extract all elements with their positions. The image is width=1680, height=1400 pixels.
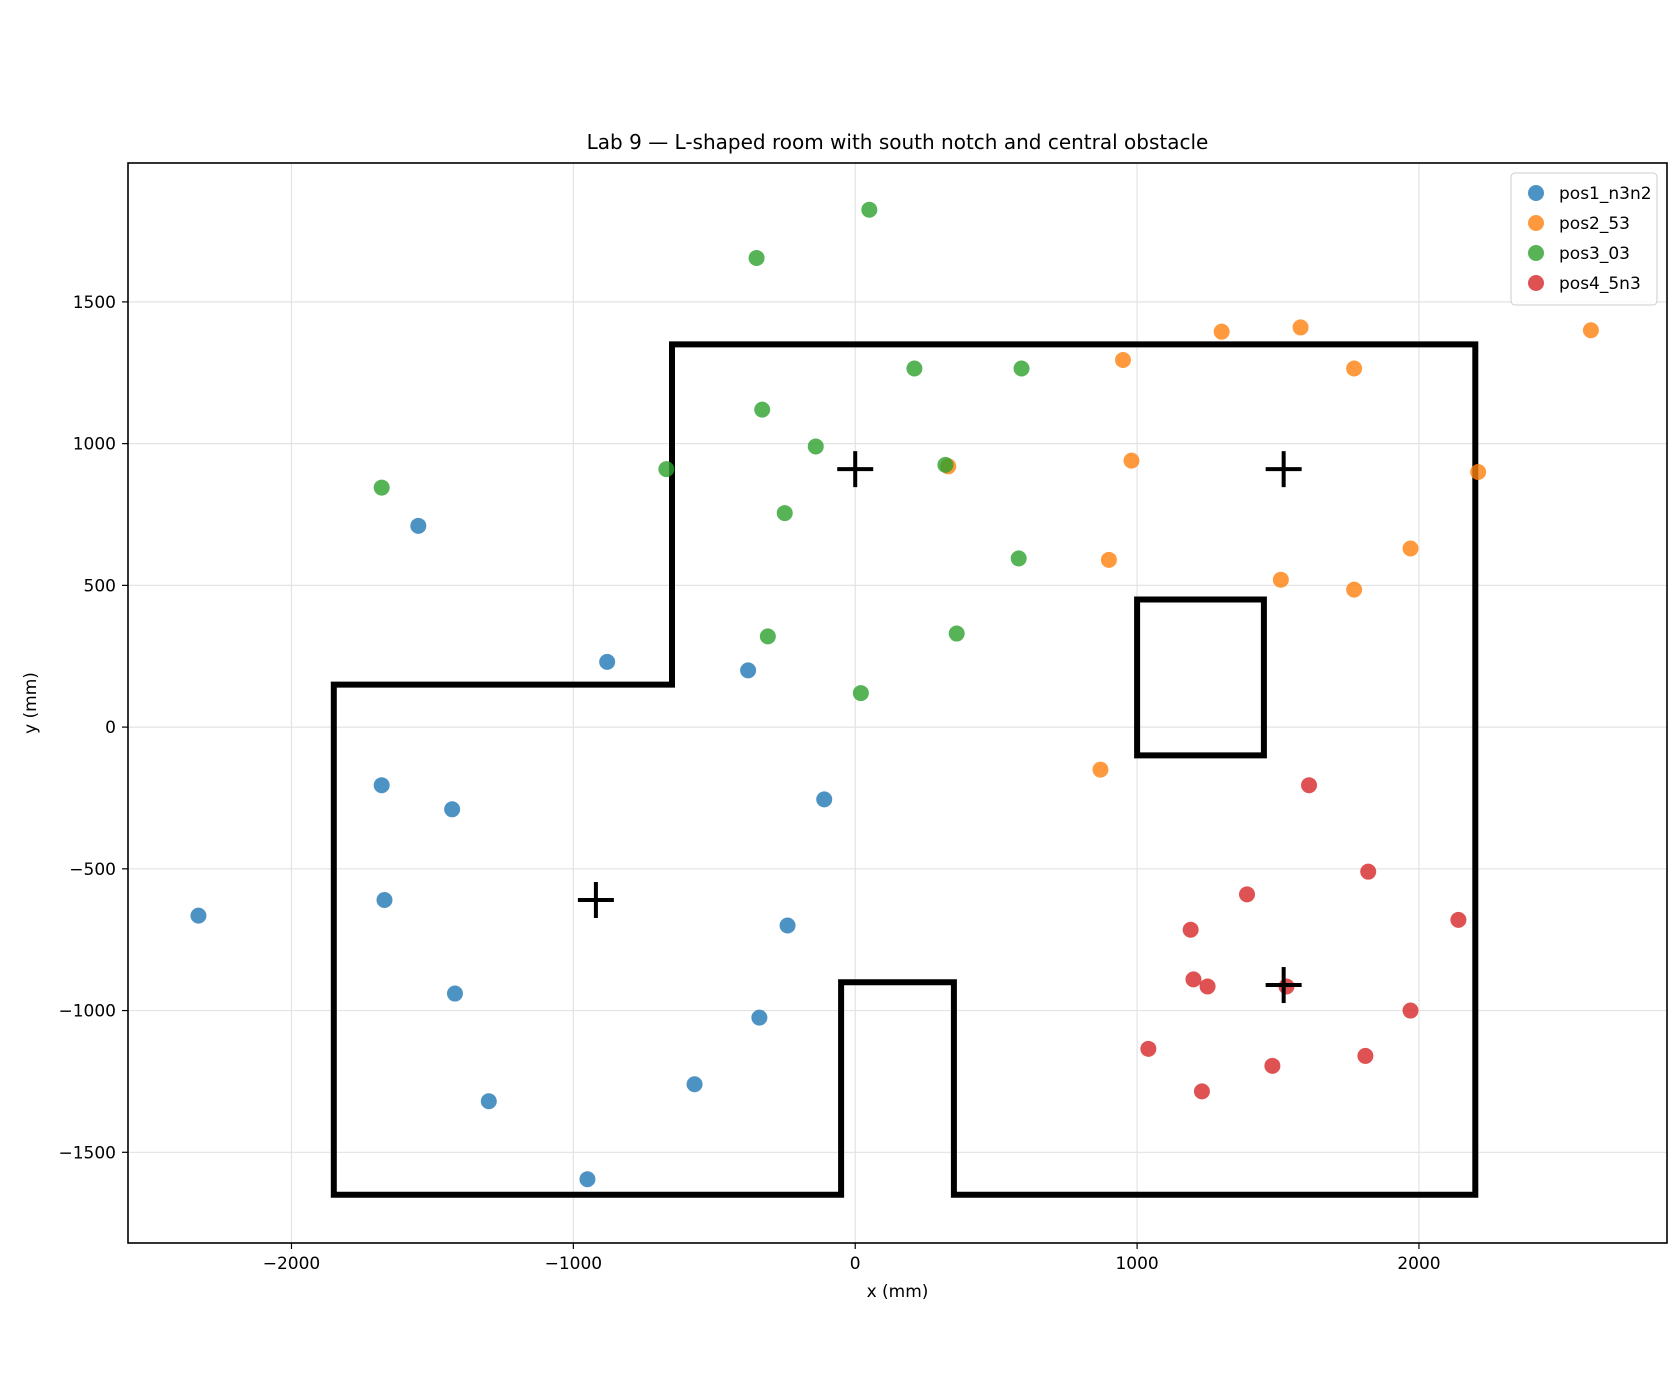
- data-point: [1402, 540, 1419, 557]
- chart-title: Lab 9 — L-shaped room with south notch a…: [587, 130, 1209, 154]
- legend-label: pos1_n3n2: [1559, 184, 1652, 204]
- y-tick-label: 500: [84, 576, 116, 596]
- data-point: [754, 401, 771, 418]
- data-point: [446, 985, 463, 1002]
- data-point: [1199, 978, 1216, 995]
- data-point: [779, 917, 796, 934]
- series-pos2_53: [940, 319, 1599, 778]
- series-pos1_n3n2: [190, 517, 833, 1188]
- data-point: [480, 1093, 497, 1110]
- data-point: [190, 907, 207, 924]
- y-tick-label: 0: [105, 718, 116, 738]
- data-point: [1470, 463, 1487, 480]
- data-point: [1140, 1040, 1157, 1057]
- data-point: [1013, 360, 1030, 377]
- plot-frame: [127, 162, 1668, 1244]
- data-point: [1114, 352, 1131, 369]
- legend-label: pos4_5n3: [1559, 274, 1641, 294]
- legend-marker: [1528, 245, 1544, 261]
- data-point: [748, 249, 765, 266]
- x-axis-label: x (mm): [867, 1282, 929, 1302]
- y-tick-label: −1000: [58, 1002, 116, 1022]
- central-obstacle: [1134, 596, 1267, 759]
- data-point: [1123, 452, 1140, 469]
- data-point: [1346, 360, 1363, 377]
- axis-ticks: −2000 −1000 0 1000 2000 −1500 −1000 −500 0 500 100…: [58, 293, 1440, 1274]
- data-point: [599, 653, 616, 670]
- data-point: [658, 461, 675, 478]
- data-point: [1239, 886, 1256, 903]
- data-point: [852, 685, 869, 702]
- data-point: [948, 625, 965, 642]
- data-point: [740, 662, 757, 679]
- data-point: [1346, 581, 1363, 598]
- legend-label: pos2_53: [1559, 214, 1630, 234]
- data-point: [1264, 1057, 1281, 1074]
- room-outline: [330, 341, 1479, 1198]
- y-tick-label: −1500: [58, 1143, 116, 1163]
- data-point: [1582, 322, 1599, 339]
- data-point: [861, 201, 878, 218]
- legend-marker: [1528, 215, 1544, 231]
- data-point: [376, 892, 393, 909]
- data-point: [1182, 921, 1199, 938]
- data-point: [1450, 911, 1467, 928]
- y-tick-label: 1500: [73, 293, 116, 313]
- data-points-layer: [190, 201, 1599, 1188]
- data-point: [1010, 550, 1027, 567]
- legend-label: pos3_03: [1559, 244, 1630, 264]
- y-axis-label: y (mm): [21, 672, 41, 734]
- y-tick-label: −500: [69, 860, 116, 880]
- data-point: [751, 1009, 768, 1026]
- plus-marker: [1265, 451, 1302, 488]
- plus-marker: [577, 882, 614, 919]
- data-point: [937, 456, 954, 473]
- data-point: [816, 791, 833, 808]
- marker-layer: [577, 451, 1302, 1004]
- legend-box: [1510, 172, 1658, 306]
- plus-marker: [837, 451, 874, 488]
- plus-marker: [1265, 967, 1302, 1004]
- data-point: [1185, 971, 1202, 988]
- room-outline-layer: [330, 341, 1479, 1198]
- legend: pos1_n3n2 pos2_53 pos3_03 pos4_5n3: [1510, 172, 1658, 306]
- data-point: [1213, 323, 1230, 340]
- x-tick-label: 0: [850, 1254, 861, 1274]
- data-point: [1092, 761, 1109, 778]
- legend-marker: [1528, 275, 1544, 291]
- data-point: [373, 777, 390, 794]
- x-tick-label: −2000: [263, 1254, 321, 1274]
- data-point: [759, 628, 776, 645]
- series-pos3_03: [373, 201, 1030, 702]
- x-tick-label: 2000: [1397, 1254, 1440, 1274]
- data-point: [1193, 1083, 1210, 1100]
- data-point: [1292, 319, 1309, 336]
- data-point: [373, 479, 390, 496]
- data-point: [1100, 551, 1117, 568]
- data-point: [686, 1076, 703, 1093]
- data-point: [776, 505, 793, 522]
- data-point: [1357, 1047, 1374, 1064]
- data-point: [906, 360, 923, 377]
- data-point: [1301, 777, 1318, 794]
- data-point: [1402, 1002, 1419, 1019]
- series-pos4_5n3: [1140, 777, 1467, 1100]
- data-point: [1272, 571, 1289, 588]
- data-point: [579, 1171, 596, 1188]
- grid-lines: [128, 163, 1667, 1243]
- data-point: [1360, 863, 1377, 880]
- x-tick-label: −1000: [545, 1254, 603, 1274]
- data-point: [807, 438, 824, 455]
- data-point: [444, 801, 461, 818]
- y-tick-label: 1000: [73, 435, 116, 455]
- x-tick-label: 1000: [1115, 1254, 1158, 1274]
- legend-marker: [1528, 185, 1544, 201]
- data-point: [410, 517, 427, 534]
